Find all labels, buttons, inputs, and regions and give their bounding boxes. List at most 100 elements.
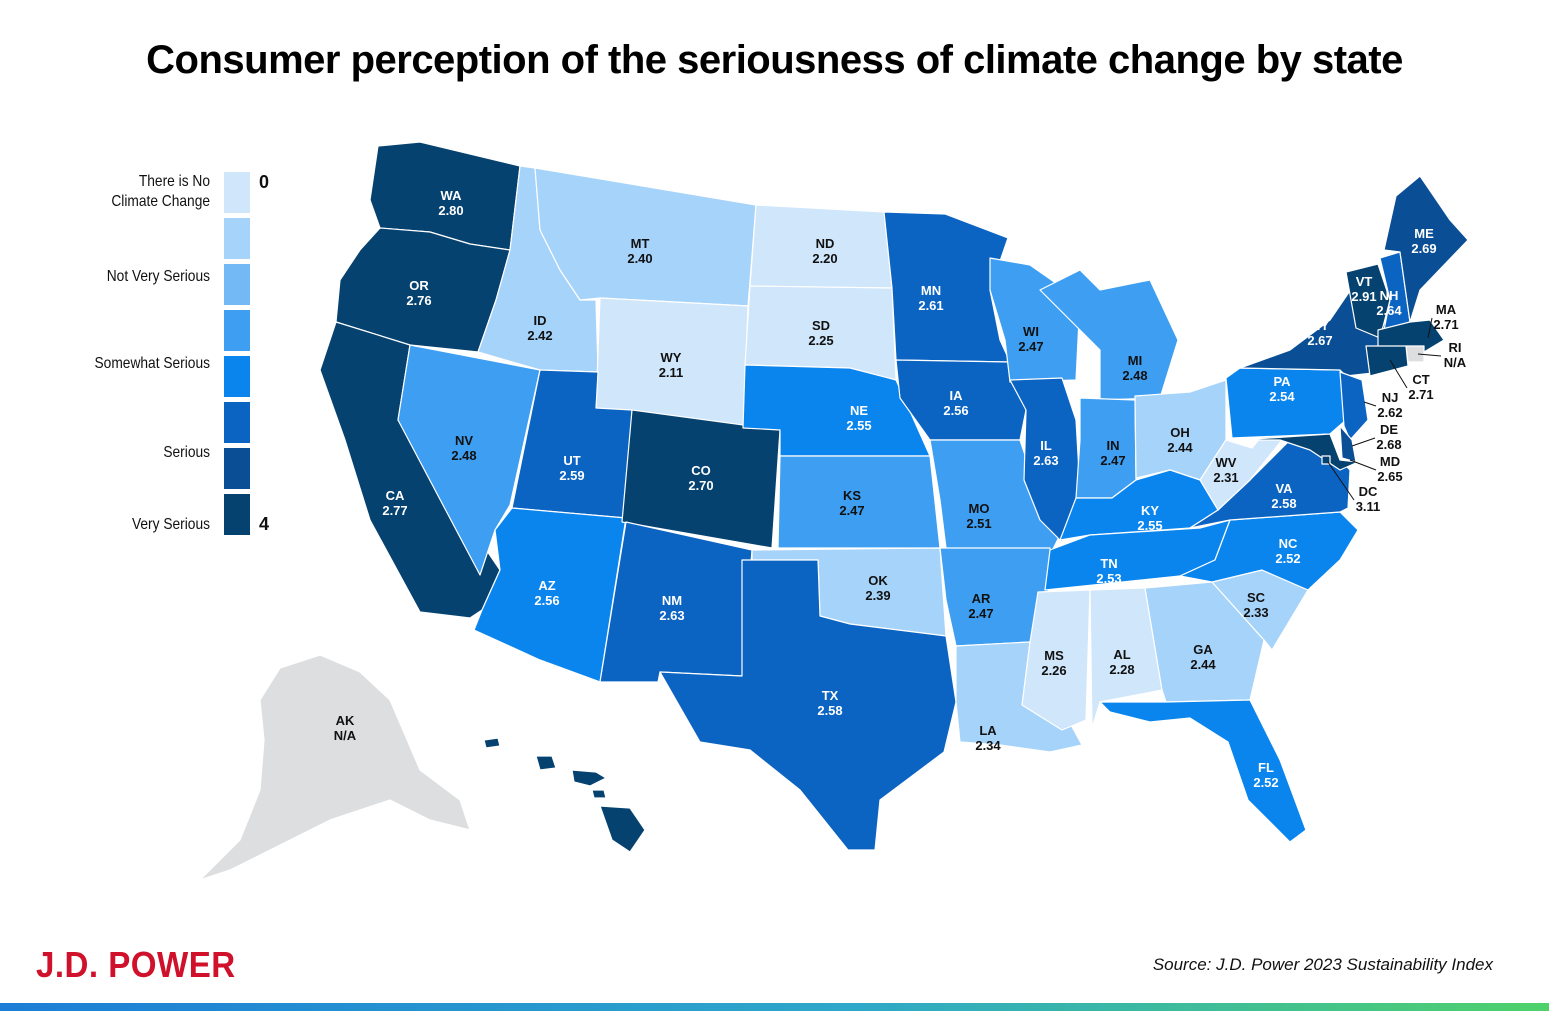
state-value-ar: 2.47 bbox=[968, 606, 993, 621]
leader-line-dc bbox=[1327, 461, 1355, 501]
leader-line-ri bbox=[1417, 353, 1442, 357]
state-code-nc: NC bbox=[1279, 536, 1298, 551]
state-value-va: 2.58 bbox=[1271, 496, 1296, 511]
state-code-mi: MI bbox=[1128, 353, 1142, 368]
state-value-il: 2.63 bbox=[1033, 453, 1058, 468]
state-code-ar: AR bbox=[972, 591, 991, 606]
state-value-md: 2.65 bbox=[1377, 469, 1402, 484]
state-value-ny: 2.67 bbox=[1307, 333, 1332, 348]
state-value-nv: 2.48 bbox=[451, 448, 476, 463]
leader-line-de bbox=[1351, 437, 1376, 447]
state-code-ri: RI bbox=[1449, 340, 1462, 355]
state-code-ne: NE bbox=[850, 403, 868, 418]
legend-swatch-7 bbox=[224, 494, 250, 535]
legend-swatch-0 bbox=[224, 172, 250, 213]
state-value-ak: N/A bbox=[334, 728, 357, 743]
state-code-nd: ND bbox=[816, 236, 835, 251]
state-shape-nj bbox=[1339, 371, 1369, 441]
state-code-wy: WY bbox=[661, 350, 682, 365]
legend-min-label: 0 bbox=[259, 172, 270, 192]
leader-line-ma bbox=[1427, 317, 1433, 339]
state-value-sc: 2.33 bbox=[1243, 605, 1268, 620]
state-code-me: ME bbox=[1414, 226, 1434, 241]
state-code-tx: TX bbox=[822, 688, 839, 703]
state-value-sd: 2.25 bbox=[808, 333, 833, 348]
state-code-nv: NV bbox=[455, 433, 473, 448]
legend-max-label: 4 bbox=[259, 514, 270, 534]
state-code-hi: HI bbox=[574, 817, 587, 832]
state-code-ak: AK bbox=[336, 713, 355, 728]
state-shape-hi-island-3 bbox=[571, 769, 607, 787]
state-code-in: IN bbox=[1107, 438, 1120, 453]
state-value-ma: 2.71 bbox=[1433, 317, 1458, 332]
state-code-vt: VT bbox=[1356, 274, 1373, 289]
state-shape-mn bbox=[883, 211, 1011, 363]
state-value-nm: 2.63 bbox=[659, 608, 684, 623]
state-code-wi: WI bbox=[1023, 324, 1039, 339]
state-code-il: IL bbox=[1040, 438, 1052, 453]
state-code-va: VA bbox=[1275, 481, 1293, 496]
state-code-mo: MO bbox=[969, 501, 990, 516]
state-code-ky: KY bbox=[1141, 503, 1159, 518]
state-value-hi: 2.79 bbox=[567, 832, 592, 847]
jd-power-logo: J.D. POWER bbox=[36, 944, 236, 985]
state-value-al: 2.28 bbox=[1109, 662, 1134, 677]
state-value-wv: 2.31 bbox=[1213, 470, 1238, 485]
state-shape-me bbox=[1383, 175, 1469, 323]
state-code-wv: WV bbox=[1216, 455, 1237, 470]
state-value-ut: 2.59 bbox=[559, 468, 584, 483]
state-code-ok: OK bbox=[868, 573, 888, 588]
state-code-md: MD bbox=[1380, 454, 1400, 469]
legend: There is No Climate Change Not Very Seri… bbox=[0, 0, 290, 560]
leader-line-ct bbox=[1389, 359, 1408, 389]
state-code-az: AZ bbox=[538, 578, 555, 593]
state-shape-hi-island-2 bbox=[535, 755, 557, 771]
legend-label-very-serious: Very Serious bbox=[131, 516, 210, 533]
state-value-ok: 2.39 bbox=[865, 588, 890, 603]
state-value-ky: 2.55 bbox=[1137, 518, 1162, 533]
state-code-ut: UT bbox=[563, 453, 580, 468]
state-shape-vt bbox=[1345, 263, 1391, 339]
state-code-fl: FL bbox=[1258, 760, 1274, 775]
state-code-la: LA bbox=[979, 723, 997, 738]
state-shape-co bbox=[621, 409, 781, 549]
state-value-tn: 2.53 bbox=[1096, 571, 1121, 586]
state-value-ca: 2.77 bbox=[382, 503, 407, 518]
state-value-ga: 2.44 bbox=[1190, 657, 1216, 672]
state-value-la: 2.34 bbox=[975, 738, 1001, 753]
state-value-ks: 2.47 bbox=[839, 503, 864, 518]
legend-swatch-1 bbox=[224, 218, 250, 259]
state-value-vt: 2.91 bbox=[1351, 289, 1376, 304]
chart-title: Consumer perception of the seriousness o… bbox=[146, 38, 1403, 82]
leader-line-md bbox=[1349, 459, 1377, 471]
legend-label-not-very-serious: Not Very Serious bbox=[106, 268, 210, 285]
state-value-nc: 2.52 bbox=[1275, 551, 1300, 566]
state-code-dc: DC bbox=[1359, 484, 1378, 499]
state-shape-tx bbox=[659, 559, 957, 851]
state-shape-fl bbox=[1099, 699, 1307, 843]
state-code-nm: NM bbox=[662, 593, 682, 608]
state-shape-hi-island-4 bbox=[591, 789, 607, 799]
state-value-ms: 2.26 bbox=[1041, 663, 1066, 678]
state-code-de: DE bbox=[1380, 422, 1398, 437]
state-code-ny: NY bbox=[1311, 318, 1329, 333]
state-value-nj: 2.62 bbox=[1377, 405, 1402, 420]
state-code-ga: GA bbox=[1193, 642, 1213, 657]
legend-label-somewhat-serious: Somewhat Serious bbox=[94, 355, 210, 372]
state-shape-nc bbox=[1179, 511, 1359, 591]
state-code-pa: PA bbox=[1273, 374, 1291, 389]
state-code-wa: WA bbox=[441, 188, 463, 203]
state-value-tx: 2.58 bbox=[817, 703, 842, 718]
state-code-ms: MS bbox=[1044, 648, 1064, 663]
legend-swatch-4 bbox=[224, 356, 250, 397]
state-value-ne: 2.55 bbox=[846, 418, 871, 433]
state-value-mn: 2.61 bbox=[918, 298, 943, 313]
state-value-ri: N/A bbox=[1444, 355, 1467, 370]
bottom-accent-bar bbox=[0, 1003, 1549, 1011]
state-value-or: 2.76 bbox=[406, 293, 431, 308]
state-value-az: 2.56 bbox=[534, 593, 559, 608]
state-code-al: AL bbox=[1113, 647, 1130, 662]
legend-swatch-3 bbox=[224, 310, 250, 351]
state-value-wy: 2.11 bbox=[659, 365, 684, 380]
